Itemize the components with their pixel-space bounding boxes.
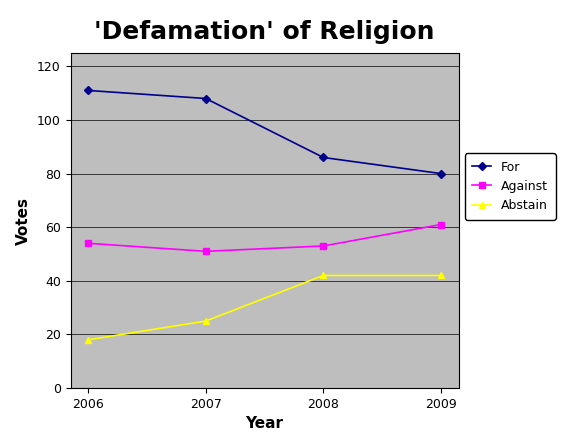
For bbox=[202, 96, 209, 101]
Y-axis label: Votes: Votes bbox=[16, 197, 31, 244]
For bbox=[437, 171, 445, 176]
Abstain bbox=[320, 273, 327, 278]
Against bbox=[85, 241, 92, 246]
Legend: For, Against, Abstain: For, Against, Abstain bbox=[465, 153, 556, 220]
Abstain bbox=[85, 337, 92, 343]
Abstain bbox=[437, 273, 445, 278]
Against bbox=[437, 222, 445, 227]
Line: For: For bbox=[85, 88, 444, 176]
Against bbox=[202, 249, 209, 254]
Title: 'Defamation' of Religion: 'Defamation' of Religion bbox=[94, 20, 435, 44]
Line: Against: Against bbox=[85, 222, 444, 254]
Line: Abstain: Abstain bbox=[85, 273, 444, 343]
X-axis label: Year: Year bbox=[246, 416, 283, 431]
For bbox=[85, 88, 92, 93]
For bbox=[320, 155, 327, 160]
Abstain bbox=[202, 318, 209, 324]
Against bbox=[320, 243, 327, 249]
